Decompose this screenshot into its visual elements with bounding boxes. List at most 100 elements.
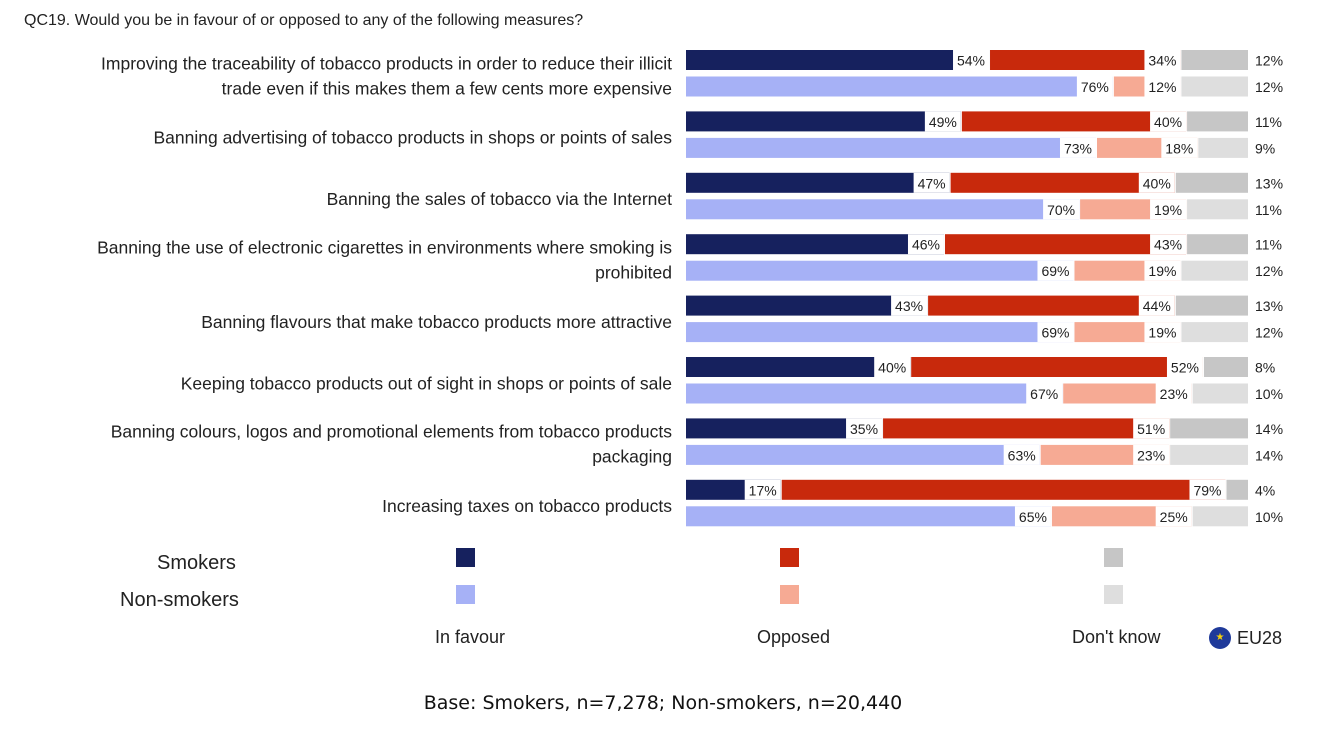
bar-smokers-dont-know	[1203, 357, 1248, 377]
stacked-bar-chart: Improving the traceability of tobacco pr…	[97, 50, 1283, 527]
bar-smokers-in-favour	[686, 50, 990, 70]
base-note: Base: Smokers, n=7,278; Non-smokers, n=2…	[423, 692, 903, 714]
data-label: 35%	[850, 421, 878, 437]
eu-flag-icon	[1209, 627, 1231, 649]
data-label-background	[744, 479, 781, 500]
bar-nonsmokers-dont-know	[1187, 199, 1248, 220]
data-label: 13%	[1255, 298, 1283, 314]
bar-nonsmokers-in-favour	[686, 76, 1113, 97]
bar-nonsmokers-in-favour	[686, 444, 1040, 465]
data-label-background	[1133, 418, 1170, 439]
bar-nonsmokers-dont-know	[1181, 260, 1248, 281]
bar-smokers-opposed	[911, 357, 1203, 377]
data-label-background	[1155, 383, 1192, 404]
data-label-background	[846, 418, 883, 439]
data-label-background	[1014, 506, 1051, 527]
data-label: 34%	[1148, 53, 1176, 69]
data-label: 25%	[1160, 509, 1188, 525]
data-label: 52%	[1171, 360, 1199, 376]
data-label: 12%	[1255, 263, 1283, 279]
bar-nonsmokers-in-favour	[686, 137, 1096, 158]
category-label: prohibited	[595, 262, 672, 282]
data-label: 10%	[1255, 509, 1283, 525]
bar-nonsmokers-in-favour	[686, 506, 1051, 527]
bar-smokers-dont-know	[1187, 111, 1248, 132]
data-label: 67%	[1030, 386, 1058, 402]
category-label: Improving the traceability of tobacco pr…	[101, 53, 672, 73]
data-label-background	[1076, 76, 1113, 97]
bar-smokers-dont-know	[1170, 418, 1248, 439]
legend-category-dont-know: Don't know	[1072, 627, 1161, 647]
data-label-background	[1166, 357, 1203, 377]
bar-nonsmokers-dont-know	[1192, 506, 1248, 527]
bar-smokers-dont-know	[1181, 50, 1248, 70]
data-label: 8%	[1255, 360, 1275, 376]
data-label-background	[1043, 199, 1080, 220]
data-label: 63%	[1008, 447, 1036, 463]
category-label: Banning colours, logos and promotional e…	[111, 422, 673, 442]
data-label: 40%	[1154, 114, 1182, 130]
data-label: 40%	[878, 360, 906, 376]
data-label-background	[1144, 76, 1181, 97]
question-title: QC19. Would you be in favour of or oppos…	[24, 12, 584, 29]
eu-badge: EU28	[1209, 627, 1282, 649]
category-label: Banning advertising of tobacco products …	[153, 128, 672, 148]
bar-smokers-in-favour	[686, 418, 883, 439]
bar-smokers-dont-know	[1226, 479, 1248, 500]
data-label-background	[891, 295, 928, 316]
data-label: 46%	[912, 237, 940, 253]
data-label: 12%	[1255, 325, 1283, 341]
data-label: 73%	[1064, 140, 1092, 156]
data-label: 10%	[1255, 386, 1283, 402]
data-label: 19%	[1154, 202, 1182, 218]
data-label: 11%	[1255, 114, 1282, 130]
data-label: 12%	[1255, 79, 1283, 95]
bar-smokers-dont-know	[1175, 295, 1248, 316]
data-label-background	[1144, 260, 1181, 281]
data-label: 23%	[1160, 386, 1188, 402]
legend-swatch-nonsmokers-in-favour	[456, 585, 475, 604]
category-label: Banning the sales of tobacco via the Int…	[327, 189, 673, 209]
bar-smokers-opposed	[990, 50, 1181, 70]
bar-smokers-in-favour	[686, 295, 928, 316]
bar-nonsmokers-dont-know	[1198, 137, 1248, 158]
data-label: 17%	[749, 482, 777, 498]
data-label: 76%	[1081, 79, 1109, 95]
data-label-background	[1144, 50, 1181, 70]
category-label: Banning the use of electronic cigarettes…	[97, 237, 672, 257]
data-label: 12%	[1148, 79, 1176, 95]
data-label-background	[1161, 137, 1198, 158]
data-label-background	[1003, 444, 1040, 465]
data-label-background	[1150, 234, 1187, 255]
legend-swatch-smokers-in-favour	[456, 548, 475, 567]
legend-swatch-smokers-dont-know	[1104, 548, 1123, 567]
eu-label: EU28	[1237, 627, 1283, 648]
bar-nonsmokers-dont-know	[1181, 322, 1248, 343]
bar-nonsmokers-in-favour	[686, 260, 1074, 281]
legend-category-in-favour: In favour	[435, 627, 506, 647]
category-label: Increasing taxes on tobacco products	[382, 496, 672, 516]
data-label: 18%	[1165, 140, 1193, 156]
bar-smokers-dont-know	[1187, 234, 1248, 255]
data-label-background	[1150, 199, 1187, 220]
category-label: Banning flavours that make tobacco produ…	[201, 312, 672, 332]
data-label-background	[1037, 322, 1074, 343]
category-label: Keeping tobacco products out of sight in…	[181, 373, 672, 393]
bar-smokers-opposed	[944, 234, 1187, 255]
bar-smokers-opposed	[961, 111, 1187, 132]
bar-nonsmokers-in-favour	[686, 383, 1063, 404]
data-label: 11%	[1255, 237, 1282, 253]
data-label: 11%	[1255, 202, 1282, 218]
data-label: 54%	[957, 53, 985, 69]
bar-smokers-opposed	[781, 479, 1226, 500]
bar-nonsmokers-dont-know	[1181, 76, 1248, 97]
bar-nonsmokers-in-favour	[686, 322, 1074, 343]
data-label: 14%	[1255, 421, 1283, 437]
bar-smokers-in-favour	[686, 234, 944, 255]
data-label: 43%	[895, 298, 923, 314]
data-label-background	[874, 357, 911, 377]
data-label: 44%	[1143, 298, 1171, 314]
bar-smokers-in-favour	[686, 172, 950, 193]
bar-nonsmokers-dont-know	[1170, 444, 1248, 465]
data-label: 14%	[1255, 447, 1283, 463]
